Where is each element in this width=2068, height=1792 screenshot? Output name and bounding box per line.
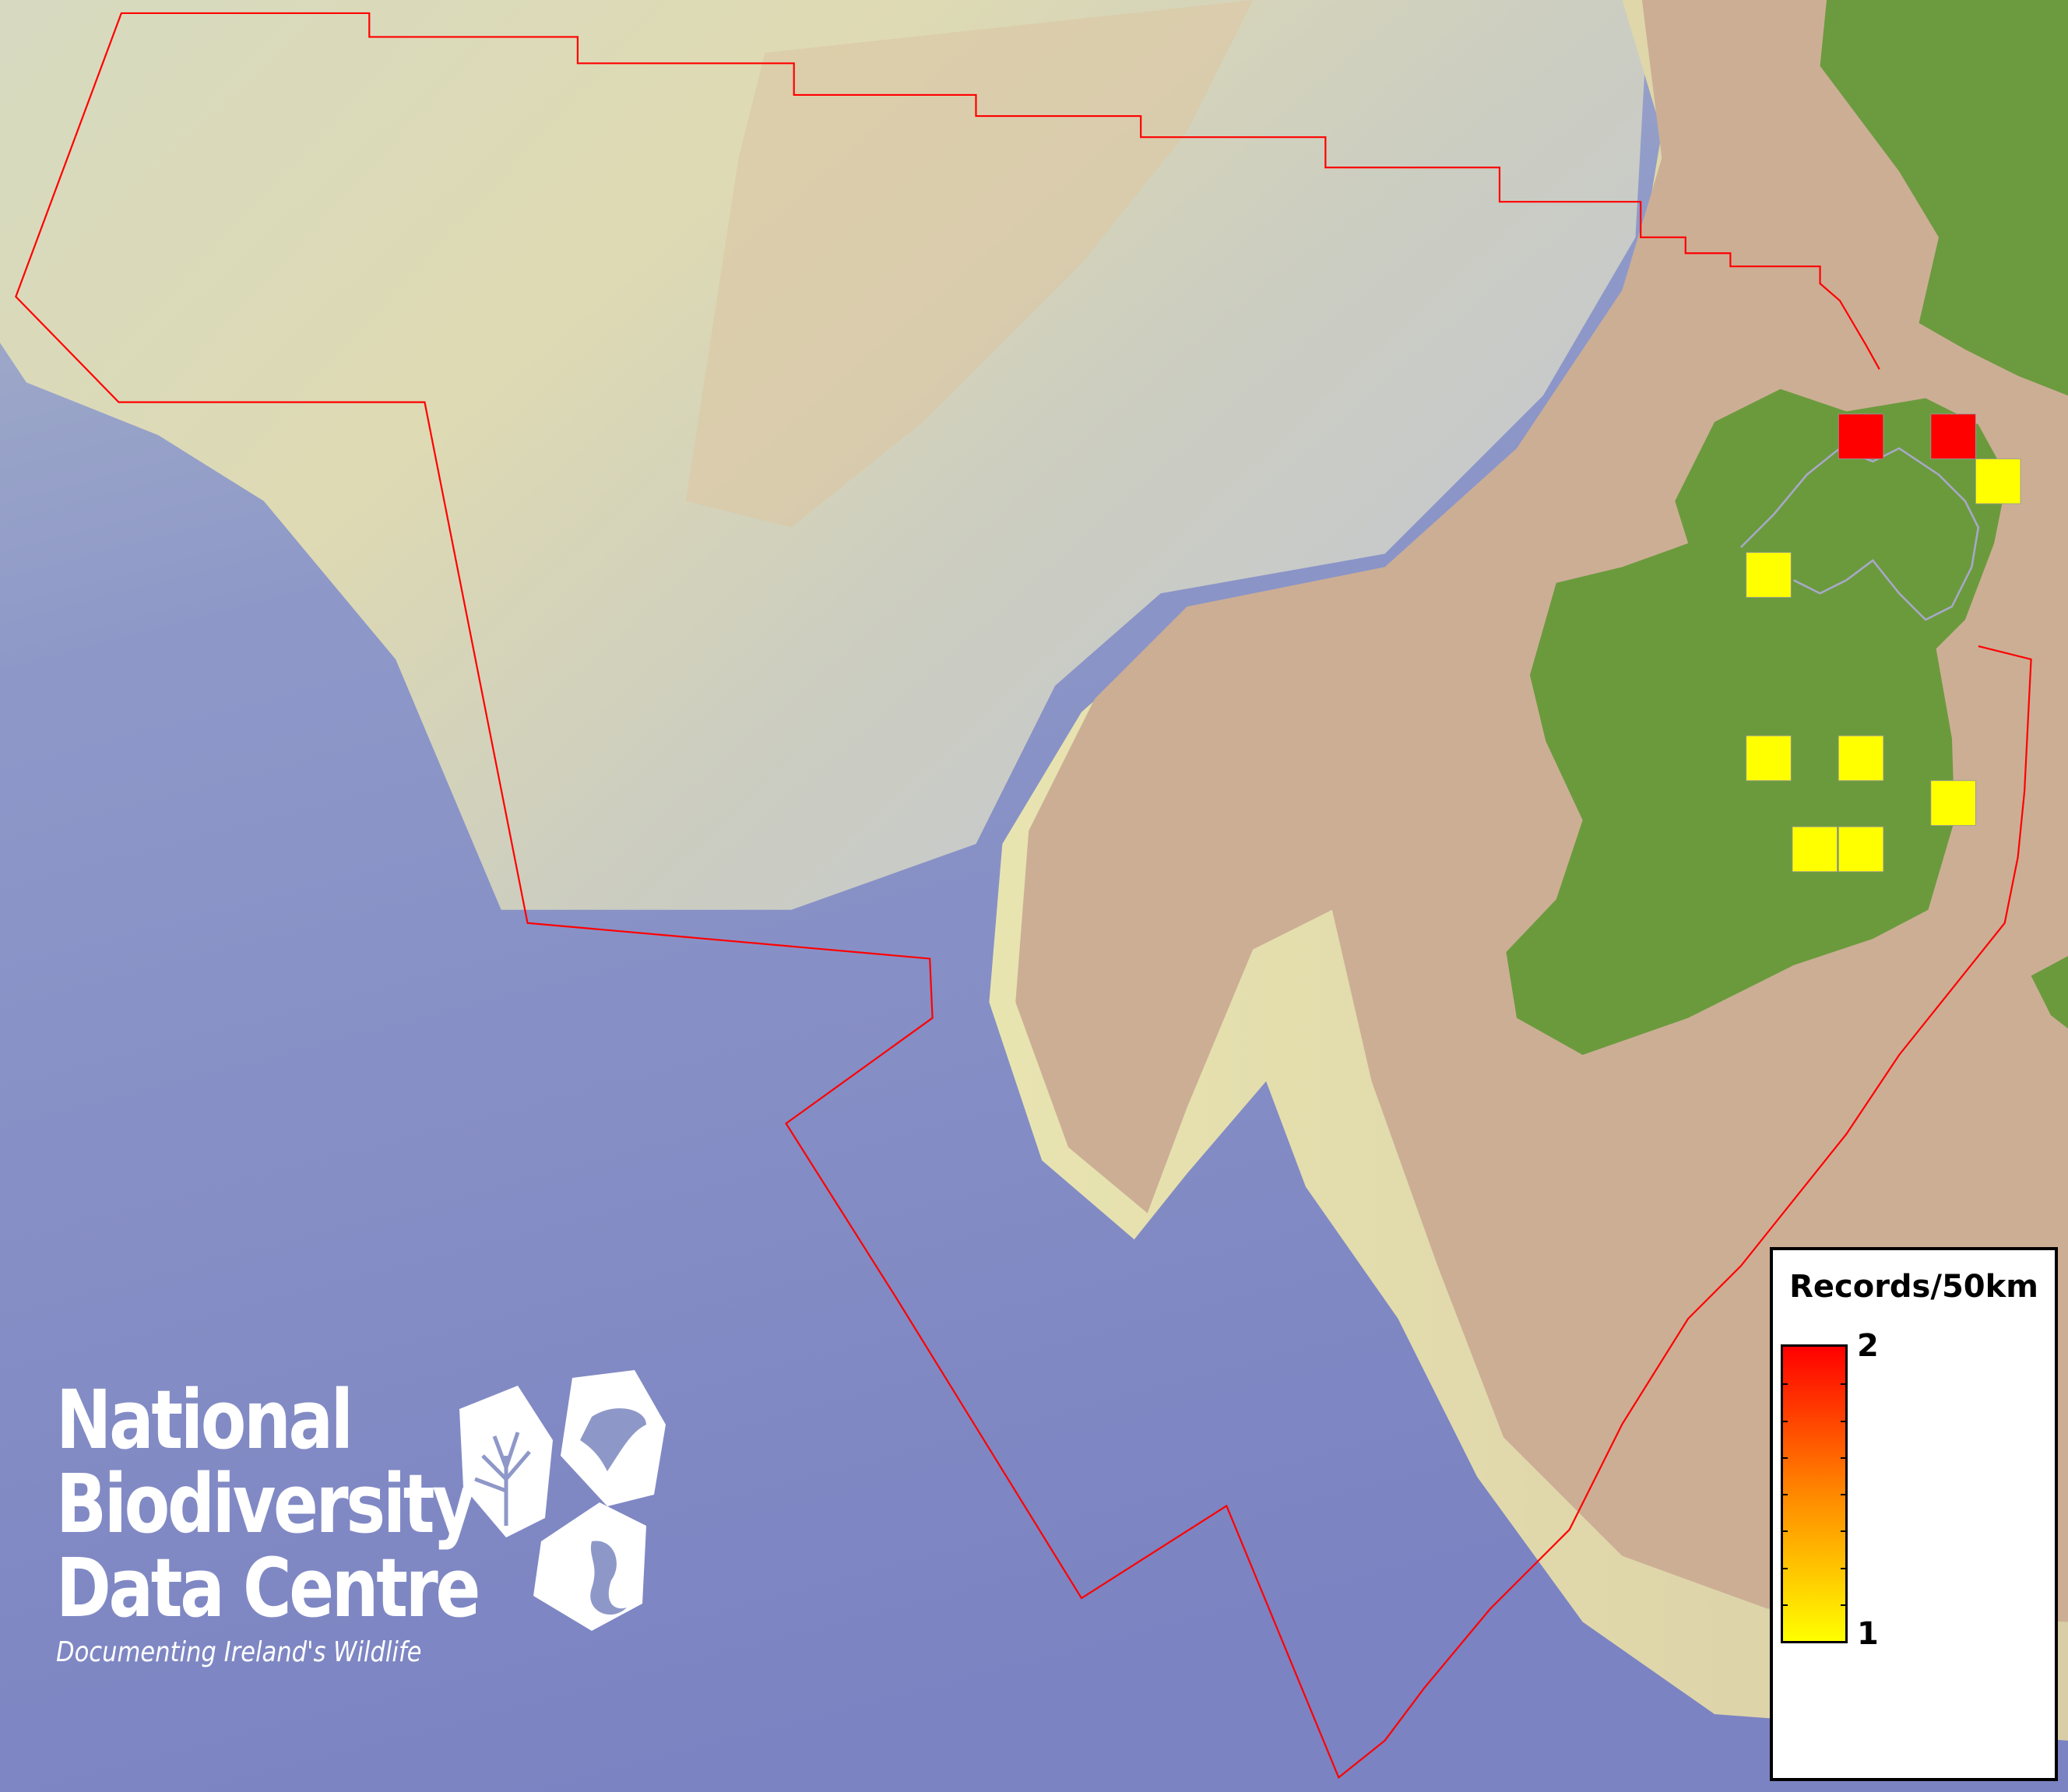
logo-tagline: Documenting Ireland's Wildlife bbox=[56, 1636, 422, 1668]
map-legend: Records/50km 2 1 bbox=[1770, 1247, 2058, 1781]
record-square bbox=[1746, 735, 1792, 782]
record-square bbox=[1975, 459, 2021, 504]
legend-color-ramp bbox=[1781, 1344, 1848, 1643]
irish-border bbox=[1740, 447, 1980, 621]
eez-boundary bbox=[15, 12, 2032, 1780]
legend-tick bbox=[1783, 1456, 1788, 1459]
northern-bank bbox=[685, 0, 1254, 528]
logo-line-2: Biodiversity bbox=[56, 1456, 476, 1551]
record-square bbox=[1746, 552, 1792, 598]
legend-tick bbox=[1783, 1530, 1788, 1533]
legend-title: Records/50km bbox=[1789, 1269, 2038, 1305]
legend-tick bbox=[1783, 1420, 1788, 1422]
legend-tick bbox=[1783, 1567, 1788, 1569]
logo-line-3: Data Centre bbox=[56, 1541, 480, 1636]
legend-tick bbox=[1841, 1530, 1845, 1533]
record-square bbox=[1838, 413, 1884, 459]
legend-tick bbox=[1841, 1494, 1845, 1495]
record-square bbox=[1930, 780, 1976, 826]
legend-max-label: 2 bbox=[1857, 1328, 1879, 1364]
record-square bbox=[1792, 826, 1838, 873]
legend-tick bbox=[1841, 1420, 1845, 1422]
legend-tick bbox=[1841, 1567, 1845, 1569]
legend-tick bbox=[1783, 1494, 1788, 1495]
record-square bbox=[1838, 826, 1884, 873]
ndbc-logo: National Biodiversity Data Centre Docume… bbox=[56, 1378, 571, 1668]
record-square bbox=[1838, 735, 1884, 782]
scotland-landmass bbox=[1820, 0, 2068, 396]
logo-line-1: National bbox=[56, 1372, 353, 1467]
legend-tick bbox=[1841, 1604, 1845, 1606]
wales-landmass bbox=[2031, 956, 2068, 1029]
seahorse-hexagon bbox=[533, 1502, 646, 1631]
legend-tick bbox=[1841, 1456, 1845, 1459]
ndbc-logo-mark bbox=[459, 1370, 666, 1631]
record-square bbox=[1930, 413, 1976, 459]
legend-min-label: 1 bbox=[1857, 1616, 1879, 1652]
legend-tick bbox=[1783, 1604, 1788, 1606]
ireland-landmass bbox=[1506, 388, 2008, 1056]
record-squares bbox=[1746, 413, 2021, 873]
legend-tick bbox=[1783, 1383, 1788, 1386]
legend-tick bbox=[1841, 1383, 1845, 1386]
